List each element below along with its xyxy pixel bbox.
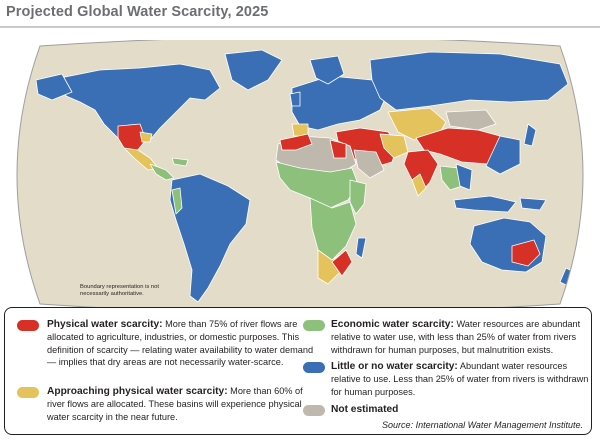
region-mongolia [445,109,497,131]
region-indochina [455,163,473,191]
legend-physical-desc: More than 75% of river flows are allocat… [47,319,314,367]
boundary-disclaimer: Boundary representation is not necessari… [80,284,159,297]
region-japan [523,123,537,147]
title-divider [0,26,600,28]
legend-physical: Physical water scarcity: More than 75% o… [47,318,315,368]
region-central-africa [309,197,357,261]
region-indonesia [453,195,517,213]
region-maghreb [279,133,313,151]
region-arabia [353,149,385,179]
legend-little: Little or no water scarcity: Abundant wa… [331,360,589,398]
region-andes-west [171,187,183,215]
legend-approaching: Approaching physical water scarcity: Mor… [47,385,315,423]
region-great-plains [139,131,153,143]
region-east-china [485,135,521,175]
region-southeast-asia [439,165,463,191]
blue-swatch [303,362,325,373]
page-title: Projected Global Water Scarcity, 2025 [6,4,269,20]
region-uk [289,91,301,107]
legend-economic: Economic water scarcity: Water resources… [331,318,589,356]
legend-approaching-label: Approaching physical water scarcity: [47,386,228,397]
legend-not-estimated: Not estimated [331,403,589,416]
region-madagascar [355,237,367,259]
source-credit: Source: International Water Management I… [382,420,583,430]
region-greenland [224,49,283,91]
legend-little-label: Little or no water scarcity: [331,361,458,372]
region-egypt [329,139,347,159]
legend-approaching-desc: More than 60% of river flows are allocat… [47,386,303,422]
region-north-america [59,63,221,143]
grey-swatch [303,405,325,416]
region-europe [291,75,389,131]
region-iran [379,133,409,159]
legend-economic-desc: Water resources are abundant relative to… [331,319,581,355]
region-central-america [149,163,175,181]
yellow-swatch [17,387,39,398]
map-frame [16,40,584,310]
region-india-south [411,173,427,197]
region-east-africa [349,179,367,215]
legend-economic-label: Economic water scarcity: [331,319,454,330]
red-swatch [17,320,39,331]
region-scandinavia [309,55,345,85]
region-sahel [275,161,359,209]
region-south-america [169,173,251,303]
region-caribbean [171,157,189,167]
legend-little-desc: Abundant water resources relative to use… [331,361,589,397]
legend-not-estimated-label: Not estimated [331,404,399,415]
region-south-africa [331,249,353,277]
region-russia [369,51,569,111]
region-murray-darling [511,239,541,267]
region-new-guinea [519,197,547,211]
legend-physical-label: Physical water scarcity: [47,319,163,330]
region-alaska [35,73,73,101]
world-map[interactable] [0,40,600,310]
green-swatch [303,320,325,331]
legend-box: Physical water scarcity: More than 75% o… [4,307,592,435]
